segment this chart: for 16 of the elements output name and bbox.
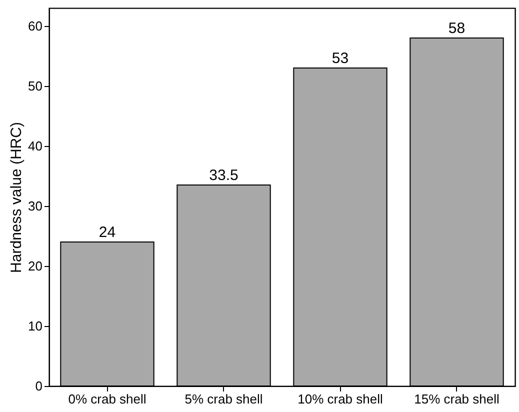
y-tick-label: 50 (28, 78, 42, 94)
y-tick-label: 0 (35, 378, 42, 394)
x-tick-label: 10% crab shell (298, 392, 383, 406)
y-tick-label: 60 (28, 18, 42, 34)
x-tick-label: 15% crab shell (414, 392, 500, 406)
y-tick-label: 30 (28, 198, 42, 214)
x-tick-label: 5% crab shell (184, 392, 263, 406)
y-tick-label: 40 (28, 138, 42, 154)
y-axis-title: Hardness value (HRC) (8, 122, 26, 273)
data-label: 58 (448, 20, 466, 37)
data-label: 33.5 (209, 167, 238, 184)
y-tick-label: 20 (28, 258, 42, 274)
data-label: 53 (332, 50, 349, 67)
data-label: 24 (98, 224, 116, 241)
x-tick-label: 0% crab shell (68, 392, 146, 406)
y-tick-label: 10 (28, 318, 42, 334)
